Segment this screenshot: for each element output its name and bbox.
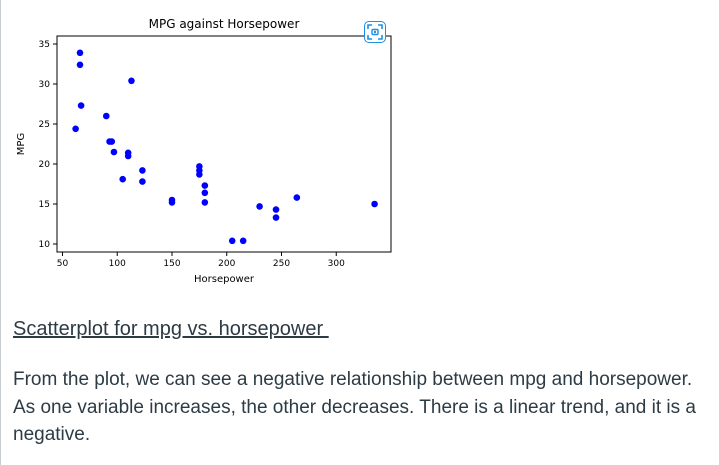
data-point <box>371 200 378 208</box>
y-tick-label: 30 <box>39 80 51 90</box>
data-point <box>293 194 301 201</box>
data-point <box>201 189 209 197</box>
x-tick-label: 50 <box>57 259 69 269</box>
data-points <box>72 49 378 245</box>
data-point <box>108 138 116 145</box>
data-point <box>102 112 110 120</box>
x-tick-label: 300 <box>328 259 345 269</box>
y-tick-label: 25 <box>39 120 50 130</box>
fullscreen-button[interactable] <box>364 21 386 43</box>
x-tick-label: 150 <box>163 259 180 269</box>
data-point <box>196 171 203 178</box>
data-point <box>272 206 280 213</box>
data-point <box>139 167 146 174</box>
fullscreen-focus-icon <box>367 24 383 40</box>
data-point <box>228 237 236 245</box>
chart-caption: Scatterplot for mpg vs. horsepower <box>13 318 329 340</box>
data-point <box>139 178 146 185</box>
data-point <box>77 102 85 109</box>
data-point <box>124 152 132 160</box>
y-tick-label: 15 <box>39 200 50 210</box>
data-point <box>76 49 84 57</box>
y-tick-label: 20 <box>39 160 51 170</box>
data-point <box>201 199 209 206</box>
y-axis-ticks: 10 15 20 25 30 35 <box>39 40 57 250</box>
plot-area <box>56 35 392 253</box>
y-tick-label: 35 <box>39 40 50 50</box>
x-tick-label: 250 <box>273 259 290 269</box>
data-point <box>72 125 79 133</box>
data-point <box>119 175 127 183</box>
y-axis-label: MPG <box>16 133 27 155</box>
data-point <box>110 148 118 156</box>
data-point <box>128 77 135 85</box>
data-point <box>272 214 280 221</box>
x-tick-label: 100 <box>109 259 126 269</box>
x-axis-ticks: 50 100 150 200 250 300 <box>57 252 345 269</box>
data-point <box>239 237 247 245</box>
scatter-chart: MPG against Horsepower Horsepower MPG 50… <box>16 17 392 285</box>
data-point <box>256 203 263 210</box>
chart-title: MPG against Horsepower <box>149 17 300 31</box>
data-point <box>168 199 176 206</box>
y-tick-label: 10 <box>39 240 51 250</box>
x-axis-label: Horsepower <box>194 274 255 285</box>
analysis-paragraph: From the plot, we can see a negative rel… <box>13 369 696 445</box>
data-point <box>76 61 84 69</box>
content-left-border <box>0 0 1 465</box>
x-tick-label: 200 <box>218 259 235 269</box>
data-point <box>201 182 209 189</box>
